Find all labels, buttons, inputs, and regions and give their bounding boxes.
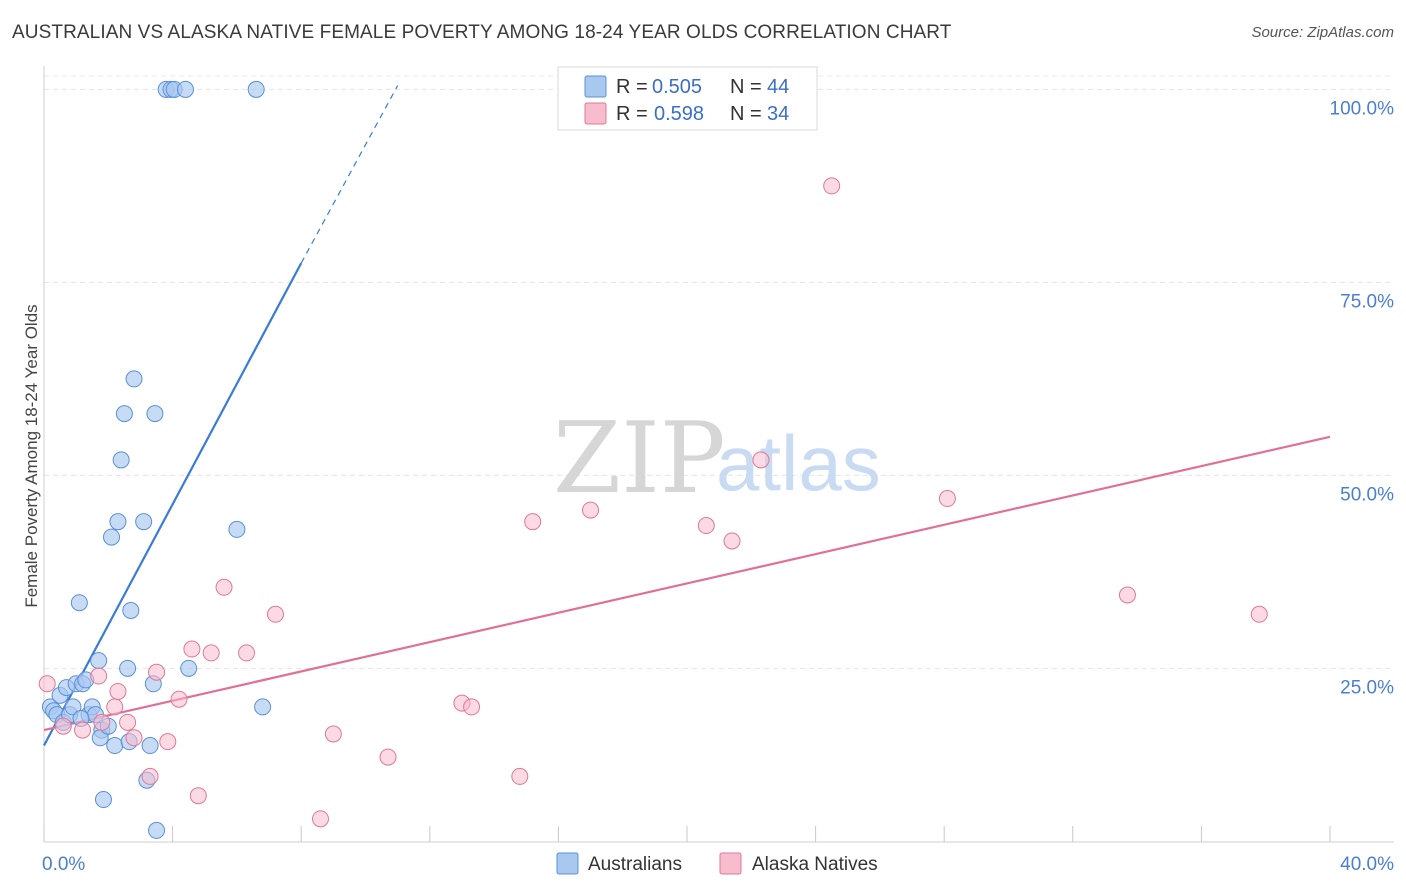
- legend-r-label: R =: [616, 76, 648, 98]
- point-alaska-natives-1: [54, 717, 72, 735]
- point-australians-32: [146, 405, 164, 423]
- x-tick-label-1: 40.0%: [1340, 854, 1394, 875]
- point-alaska-natives-14: [202, 644, 220, 662]
- point-alaska-natives-22: [463, 698, 481, 716]
- trend-line-ext-0: [300, 85, 399, 264]
- point-australians-42: [254, 698, 272, 716]
- point-alaska-natives-33: [93, 713, 111, 731]
- point-australians-27: [125, 370, 143, 388]
- point-alaska-natives-2: [74, 721, 92, 739]
- bottom-swatch-australians: [556, 852, 579, 875]
- point-alaska-natives-17: [266, 605, 284, 623]
- point-alaska-natives-7: [125, 729, 143, 747]
- point-alaska-natives-30: [938, 490, 956, 508]
- point-alaska-natives-3: [90, 667, 108, 685]
- source-credit: Source: ZipAtlas.com: [1251, 24, 1394, 41]
- point-australians-34: [94, 791, 112, 809]
- point-alaska-natives-10: [159, 733, 177, 751]
- point-alaska-natives-18: [311, 810, 329, 828]
- legend-n-label-2: N =: [730, 103, 762, 125]
- legend-n-australians: 44: [767, 76, 789, 98]
- y-tick-label-0: 100.0%: [1330, 98, 1395, 119]
- legend-r-label-2: R =: [616, 103, 648, 125]
- y-tick-label-1: 75.0%: [1340, 291, 1394, 312]
- point-alaska-natives-28: [752, 451, 770, 469]
- point-alaska-natives-16: [238, 644, 256, 662]
- series-legend: Australians Alaska Natives: [556, 852, 878, 875]
- point-australians-19: [106, 737, 124, 755]
- point-alaska-natives-4: [106, 698, 124, 716]
- point-alaska-natives-27: [723, 532, 741, 550]
- point-australians-33: [148, 821, 166, 839]
- chart-title: AUSTRALIAN VS ALASKA NATIVE FEMALE POVER…: [12, 22, 952, 43]
- point-australians-9: [70, 594, 88, 612]
- grid-lines: [44, 75, 1394, 669]
- point-australians-21: [109, 513, 127, 531]
- point-alaska-natives-29: [823, 177, 841, 195]
- point-australians-30: [141, 737, 159, 755]
- point-alaska-natives-9: [148, 663, 166, 681]
- stats-legend: R = 0.505 N = 44 R = 0.598 N = 34: [557, 66, 818, 131]
- point-australians-7: [64, 698, 82, 716]
- legend-r-alaska-natives: 0.598: [654, 103, 704, 125]
- trend-line-0: [43, 262, 303, 747]
- bottom-swatch-alaska-natives: [719, 852, 742, 875]
- y-tick-label-2: 50.0%: [1340, 484, 1394, 505]
- y-tick-labels: 100.0% 75.0% 50.0% 25.0%: [1330, 98, 1395, 698]
- bottom-legend-australians: Australians: [588, 854, 682, 875]
- data-points: [38, 80, 1268, 839]
- trend-lines: [43, 85, 1331, 747]
- legend-n-label: N =: [730, 76, 762, 98]
- bottom-legend-alaska-natives: Alaska Natives: [752, 854, 878, 875]
- axes: [43, 66, 1394, 843]
- point-alaska-natives-31: [1118, 586, 1136, 604]
- point-alaska-natives-0: [38, 675, 56, 693]
- point-alaska-natives-12: [183, 640, 201, 658]
- point-australians-15: [90, 652, 108, 670]
- legend-r-australians: 0.505: [652, 76, 702, 98]
- watermark-atlas: atlas: [716, 419, 881, 507]
- trend-line-1: [43, 435, 1331, 732]
- y-axis-label: Female Poverty Among 18-24 Year Olds: [22, 304, 41, 607]
- watermark-zip: ZIP: [553, 402, 726, 516]
- point-alaska-natives-8: [141, 767, 159, 785]
- x-tick-labels: 0.0% 40.0%: [42, 854, 1394, 875]
- point-australians-23: [115, 405, 133, 423]
- point-australians-41: [247, 80, 265, 98]
- point-australians-38: [176, 80, 194, 98]
- point-alaska-natives-25: [582, 501, 600, 519]
- legend-swatch-australians: [584, 75, 607, 98]
- point-australians-40: [228, 520, 246, 538]
- legend-n-alaska-natives: 34: [767, 103, 789, 125]
- point-alaska-natives-32: [1250, 605, 1268, 623]
- point-alaska-natives-23: [511, 767, 529, 785]
- legend-swatch-alaska-natives: [584, 102, 607, 125]
- point-alaska-natives-24: [524, 513, 542, 531]
- point-alaska-natives-5: [109, 682, 127, 700]
- point-australians-28: [135, 513, 153, 531]
- point-australians-22: [112, 451, 130, 469]
- point-alaska-natives-6: [119, 713, 137, 731]
- point-alaska-natives-13: [189, 787, 207, 805]
- watermark: ZIP atlas: [553, 402, 881, 516]
- point-australians-24: [119, 659, 137, 677]
- y-tick-label-3: 25.0%: [1340, 677, 1394, 698]
- point-alaska-natives-11: [170, 690, 188, 708]
- point-alaska-natives-15: [215, 578, 233, 596]
- point-australians-25: [122, 601, 140, 619]
- point-alaska-natives-19: [324, 725, 342, 743]
- point-australians-20: [103, 528, 121, 546]
- point-alaska-natives-20: [379, 748, 397, 766]
- x-tick-label-0: 0.0%: [42, 854, 85, 875]
- point-alaska-natives-26: [697, 517, 715, 535]
- point-australians-39: [180, 659, 198, 677]
